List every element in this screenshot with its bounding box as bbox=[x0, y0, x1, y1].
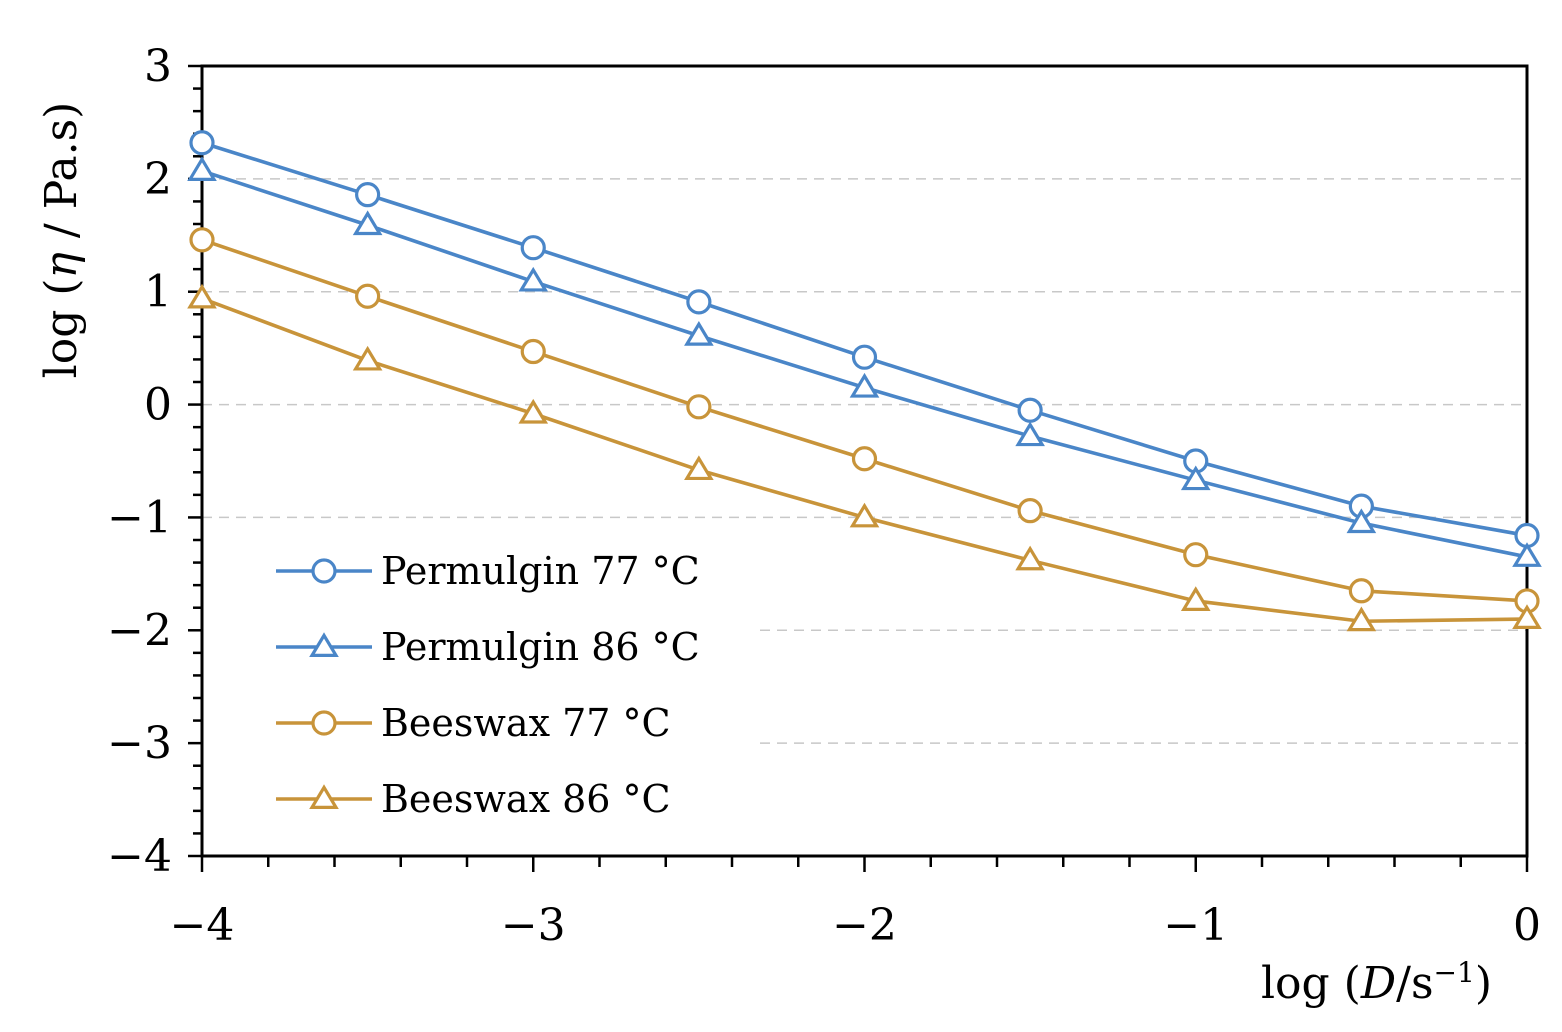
data-point bbox=[1017, 498, 1043, 524]
data-point bbox=[187, 156, 217, 181]
legend-item: Permulgin 77 °C bbox=[276, 549, 700, 593]
data-point bbox=[849, 372, 880, 398]
legend-marker bbox=[311, 558, 337, 584]
x-tick-label: −3 bbox=[501, 900, 566, 951]
data-point bbox=[849, 502, 880, 528]
data-point bbox=[1348, 578, 1374, 604]
data-point bbox=[1512, 604, 1542, 630]
data-point bbox=[1346, 508, 1377, 534]
x-axis-title: log (D/s−1) bbox=[1261, 956, 1492, 1009]
legend: Permulgin 77 °C Permulgin 86 °C Beeswax 77… bbox=[276, 549, 700, 821]
x-tick-label: −2 bbox=[832, 900, 897, 951]
data-point bbox=[686, 289, 712, 315]
data-point bbox=[518, 266, 549, 292]
series bbox=[189, 227, 1540, 614]
data-point bbox=[851, 446, 878, 472]
y-tick-label: 1 bbox=[144, 267, 172, 318]
data-point bbox=[520, 235, 546, 261]
data-point bbox=[1015, 545, 1045, 571]
x-tick-label: −4 bbox=[170, 900, 235, 951]
y-tick-label: −4 bbox=[107, 831, 172, 882]
y-tick-label: −2 bbox=[107, 605, 172, 656]
series-line bbox=[201, 141, 1528, 538]
legend-label: Beeswax 86 °C bbox=[381, 777, 671, 821]
x-axis-title-var: D bbox=[1360, 958, 1396, 1009]
data-point bbox=[189, 227, 215, 253]
legend-label: Permulgin 86 °C bbox=[381, 625, 700, 669]
data-point bbox=[684, 455, 714, 481]
data-point bbox=[1017, 397, 1043, 423]
legend-item: Beeswax 86 °C bbox=[276, 777, 671, 821]
x-axis-title-suffix: ) bbox=[1475, 958, 1492, 1009]
data-point bbox=[1015, 421, 1045, 447]
y-axis-title-suffix: / Pa.s) bbox=[36, 102, 87, 252]
y-tick-label: −1 bbox=[107, 492, 172, 543]
series-line bbox=[201, 238, 1528, 603]
axis-ticks: 3 2 1 0 −1 −2 −3 −4 −4 −3 −2 −1 0 bbox=[107, 41, 1541, 951]
data-point bbox=[1346, 606, 1377, 632]
data-point bbox=[187, 283, 217, 309]
y-tick-label: 3 bbox=[144, 41, 172, 92]
data-point bbox=[520, 338, 546, 365]
x-tick-label: 0 bbox=[1513, 900, 1541, 951]
y-axis-title-var: η bbox=[36, 252, 87, 278]
data-point bbox=[189, 130, 215, 156]
data-point bbox=[1180, 586, 1211, 611]
series bbox=[187, 283, 1542, 632]
x-axis-title-prefix: log ( bbox=[1261, 958, 1361, 1009]
data-point bbox=[851, 344, 878, 370]
series bbox=[187, 156, 1542, 567]
x-axis-title-mid: /s bbox=[1396, 958, 1433, 1009]
y-tick-label: 0 bbox=[144, 380, 172, 431]
series bbox=[189, 130, 1540, 549]
legend-marker bbox=[311, 710, 337, 736]
series-layer bbox=[187, 130, 1542, 632]
data-point bbox=[355, 182, 381, 208]
legend-label: Beeswax 77 °C bbox=[381, 701, 671, 745]
y-axis-title: log (η / Pa.s) bbox=[36, 102, 87, 379]
data-point bbox=[352, 210, 383, 236]
y-tick-label: −3 bbox=[107, 718, 172, 769]
gridlines bbox=[202, 178, 1527, 744]
data-point bbox=[1180, 465, 1211, 491]
legend-label: Permulgin 77 °C bbox=[381, 549, 700, 593]
data-point bbox=[518, 398, 549, 424]
legend-item: Permulgin 86 °C bbox=[276, 625, 700, 669]
y-axis-title-prefix: log ( bbox=[36, 278, 87, 378]
legend-marker bbox=[309, 784, 339, 810]
data-point bbox=[1512, 542, 1542, 567]
data-point bbox=[686, 394, 712, 420]
y-tick-label: 2 bbox=[144, 154, 172, 205]
legend-item: Beeswax 77 °C bbox=[276, 701, 671, 745]
x-axis-title-sup: −1 bbox=[1434, 956, 1475, 989]
data-point bbox=[352, 345, 383, 371]
x-tick-label: −1 bbox=[1163, 900, 1228, 951]
data-point bbox=[1183, 542, 1209, 568]
data-point bbox=[355, 283, 381, 309]
data-point bbox=[684, 321, 714, 346]
legend-marker bbox=[309, 632, 339, 658]
